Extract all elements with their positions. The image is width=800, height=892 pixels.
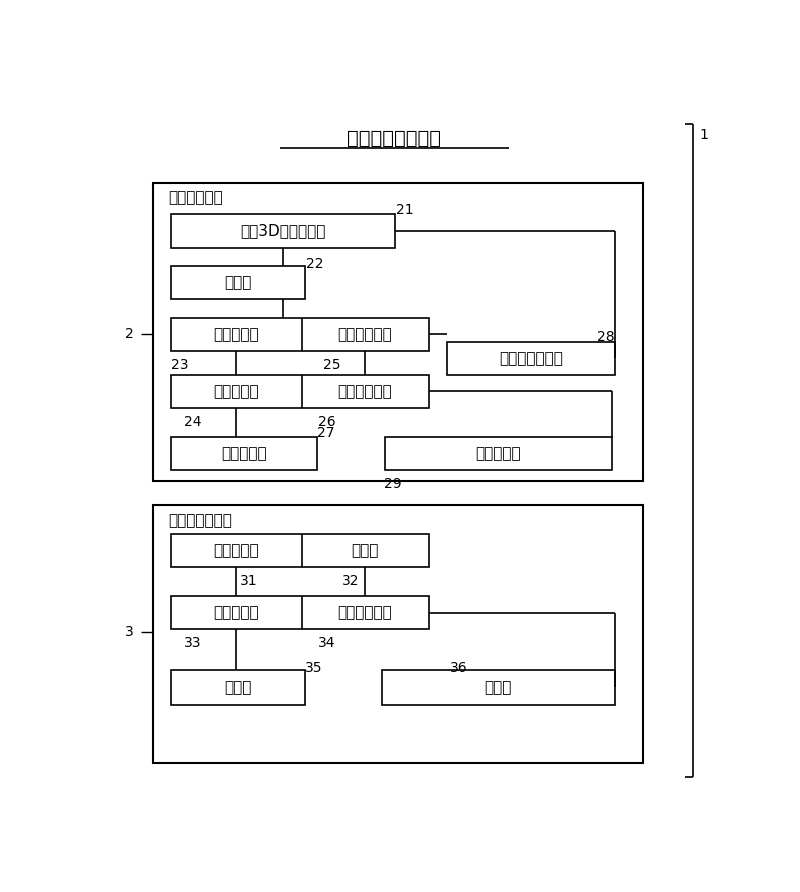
Bar <box>153 506 642 763</box>
Bar <box>382 670 614 705</box>
Bar <box>171 267 305 300</box>
Text: 输出端口部: 输出端口部 <box>222 446 267 460</box>
Text: 输入端口部: 输入端口部 <box>214 543 259 558</box>
Text: 顾客设定系统: 顾客设定系统 <box>168 190 223 205</box>
Text: 特性值运算部: 特性值运算部 <box>338 326 393 342</box>
Bar <box>171 534 429 567</box>
Text: 变更界限限制部: 变更界限限制部 <box>499 351 563 366</box>
Bar <box>171 213 394 248</box>
Text: 特性值显示部: 特性值显示部 <box>338 384 393 399</box>
Text: 输出部: 输出部 <box>224 680 252 695</box>
Text: 三维设计辅助系统: 三维设计辅助系统 <box>347 128 442 147</box>
Text: 32: 32 <box>342 574 359 588</box>
Text: 输入部: 输入部 <box>351 543 378 558</box>
Bar <box>171 318 429 351</box>
Text: 输入部: 输入部 <box>224 276 252 291</box>
Bar <box>386 437 611 470</box>
Text: 26: 26 <box>318 415 336 429</box>
Text: 33: 33 <box>184 636 202 650</box>
Text: 28: 28 <box>597 330 614 344</box>
Bar <box>171 437 317 470</box>
Text: 23: 23 <box>171 358 189 372</box>
Text: 21: 21 <box>396 203 414 217</box>
Text: 29: 29 <box>384 476 402 491</box>
Text: 25: 25 <box>323 358 341 372</box>
Text: 存储部: 存储部 <box>485 680 512 695</box>
Text: 22: 22 <box>306 257 323 270</box>
Text: 34: 34 <box>318 636 336 650</box>
Text: 基本3D模型选择部: 基本3D模型选择部 <box>240 223 326 238</box>
Text: 立体运算部: 立体运算部 <box>214 326 259 342</box>
Text: 项目存储部: 项目存储部 <box>475 446 521 460</box>
Text: 1: 1 <box>699 128 708 142</box>
Text: 35: 35 <box>305 661 322 675</box>
Text: 立体显示部: 立体显示部 <box>214 384 259 399</box>
Text: 特性值运算部: 特性值运算部 <box>338 605 393 620</box>
Bar <box>171 596 429 629</box>
Text: 2: 2 <box>126 326 134 341</box>
Text: 制造商设定系统: 制造商设定系统 <box>168 513 232 528</box>
Text: 31: 31 <box>239 574 257 588</box>
Bar <box>447 342 614 375</box>
Text: 立体运算部: 立体运算部 <box>214 605 259 620</box>
Bar <box>171 670 305 705</box>
Text: 3: 3 <box>126 625 134 640</box>
Text: 36: 36 <box>450 660 468 674</box>
Text: 27: 27 <box>317 426 334 441</box>
Text: 24: 24 <box>184 415 202 429</box>
Bar <box>171 375 429 408</box>
Bar <box>153 183 642 482</box>
